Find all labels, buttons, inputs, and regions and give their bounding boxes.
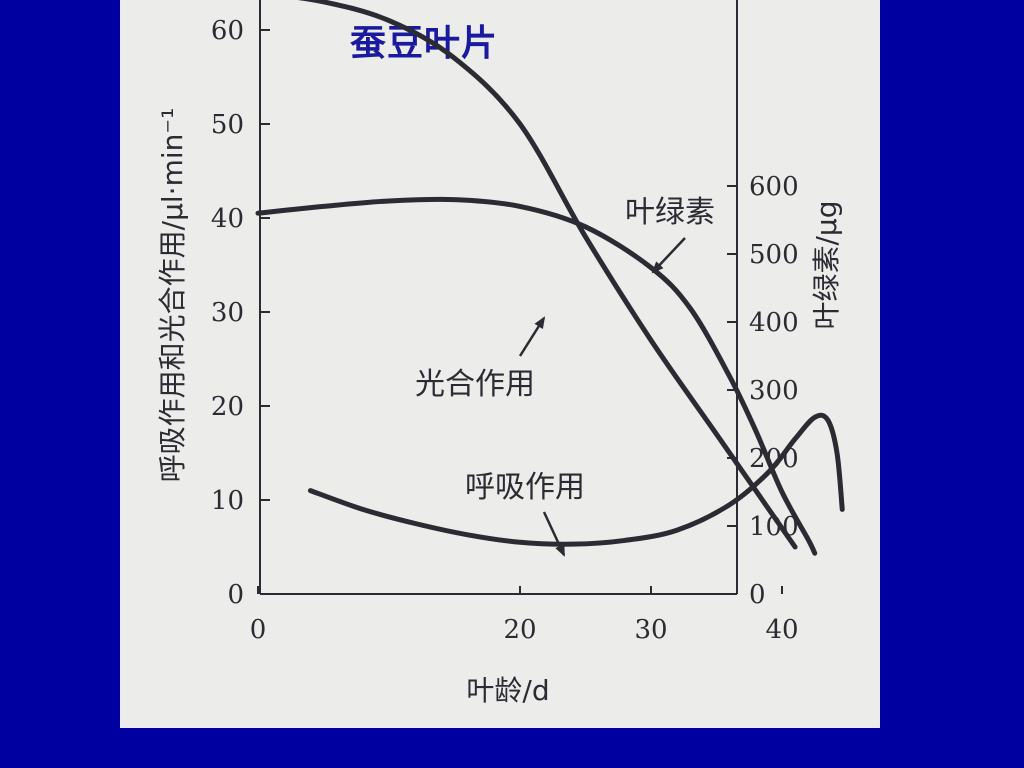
annotation-photosynthesis-arrow [518, 316, 546, 357]
y-right-tick-label: 400 [749, 308, 799, 338]
y-left-tick-label: 30 [211, 298, 244, 328]
chart-title: 蚕豆叶片 [350, 22, 499, 64]
x-tick-label: 30 [634, 615, 667, 645]
y-axis-label-left: 呼吸作用和光合作用/μl·min⁻¹ [156, 108, 189, 483]
annotation-photosynthesis: 光合作用 [415, 367, 535, 402]
y-left-tick-label: 0 [227, 580, 244, 610]
y-right-tick-label: 300 [749, 376, 799, 406]
x-tick-label: 0 [250, 615, 267, 645]
series-chlorophyll [255, 196, 818, 556]
y-left-tick-label: 40 [211, 204, 244, 234]
annotation-respiration: 呼吸作用 [465, 470, 585, 505]
y-left-tick-label: 60 [211, 16, 244, 46]
x-tick-label: 20 [503, 615, 536, 645]
y-left-tick-label: 50 [211, 110, 244, 140]
x-axis-label: 叶龄/d [466, 674, 549, 707]
y-left-tick-label: 20 [211, 392, 244, 422]
x-tick-label: 40 [765, 615, 798, 645]
y-right-tick-label: 500 [749, 240, 799, 270]
y-left-tick-label: 10 [211, 486, 244, 516]
line-chart: 0203040010203040506070010020030040050060… [156, 0, 845, 707]
annotation-chlorophyll-arrow [651, 237, 686, 274]
annotation-chlorophyll: 叶绿素 [625, 195, 715, 230]
series-respiration [307, 412, 845, 547]
y-right-tick-label: 600 [749, 172, 799, 202]
series-photosynthesis [298, 0, 798, 550]
y-axis-label-right: 叶绿素/μg [810, 200, 843, 329]
chart-figure: 蚕豆叶片 02030400102030405060700100200300400… [120, 0, 880, 728]
annotation-respiration-arrow [542, 511, 566, 557]
y-right-tick-label: 0 [749, 580, 766, 610]
